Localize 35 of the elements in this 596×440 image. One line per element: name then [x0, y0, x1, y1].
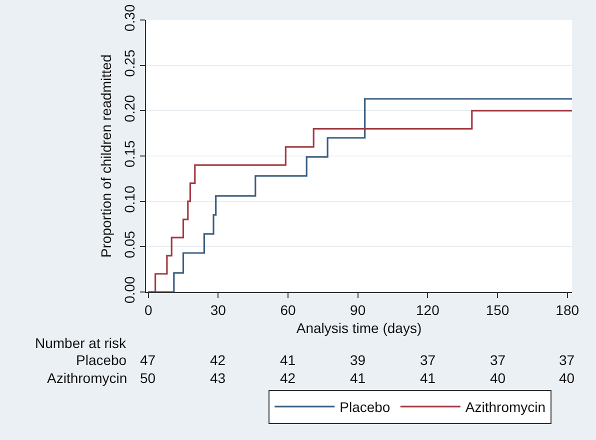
text: 50	[140, 370, 156, 386]
x-tick-label: 150	[486, 302, 510, 318]
text: 41	[420, 370, 436, 386]
x-tick-label: 120	[416, 302, 440, 318]
text: 41	[280, 352, 296, 368]
text: 41	[350, 370, 366, 386]
text: Azithromycin	[47, 370, 128, 386]
text: 40	[490, 370, 506, 386]
y-tick-label: 0.30	[121, 4, 138, 32]
x-tick-label: 90	[350, 302, 366, 318]
y-tick-label: 0.15	[121, 140, 138, 168]
x-tick-label: 0	[144, 302, 152, 318]
text: 43	[210, 370, 226, 386]
y-axis-title: Proportion of children readmitted	[98, 54, 114, 258]
text: Placebo	[76, 352, 127, 368]
y-tick-label: 0.00	[121, 276, 138, 304]
text: 40	[559, 370, 575, 386]
y-tick-label: 0.10	[121, 185, 138, 213]
x-axis-title: Analysis time (days)	[296, 320, 422, 336]
text: 37	[490, 352, 506, 368]
text: 42	[280, 370, 296, 386]
text: 42	[210, 352, 226, 368]
y-tick-label: 0.05	[121, 230, 138, 258]
text: 39	[350, 352, 366, 368]
y-tick-label: 0.20	[121, 94, 138, 122]
legend-label: Placebo	[340, 399, 390, 416]
x-tick-label: 60	[280, 302, 296, 318]
legend-label: Azithromycin	[465, 399, 546, 416]
text: 47	[140, 352, 156, 368]
text: Number at risk	[35, 335, 128, 351]
x-tick-label: 180	[556, 302, 580, 318]
text: 37	[559, 352, 575, 368]
y-tick-label: 0.25	[121, 49, 138, 77]
x-tick-label: 30	[210, 302, 226, 318]
text: 37	[420, 352, 436, 368]
